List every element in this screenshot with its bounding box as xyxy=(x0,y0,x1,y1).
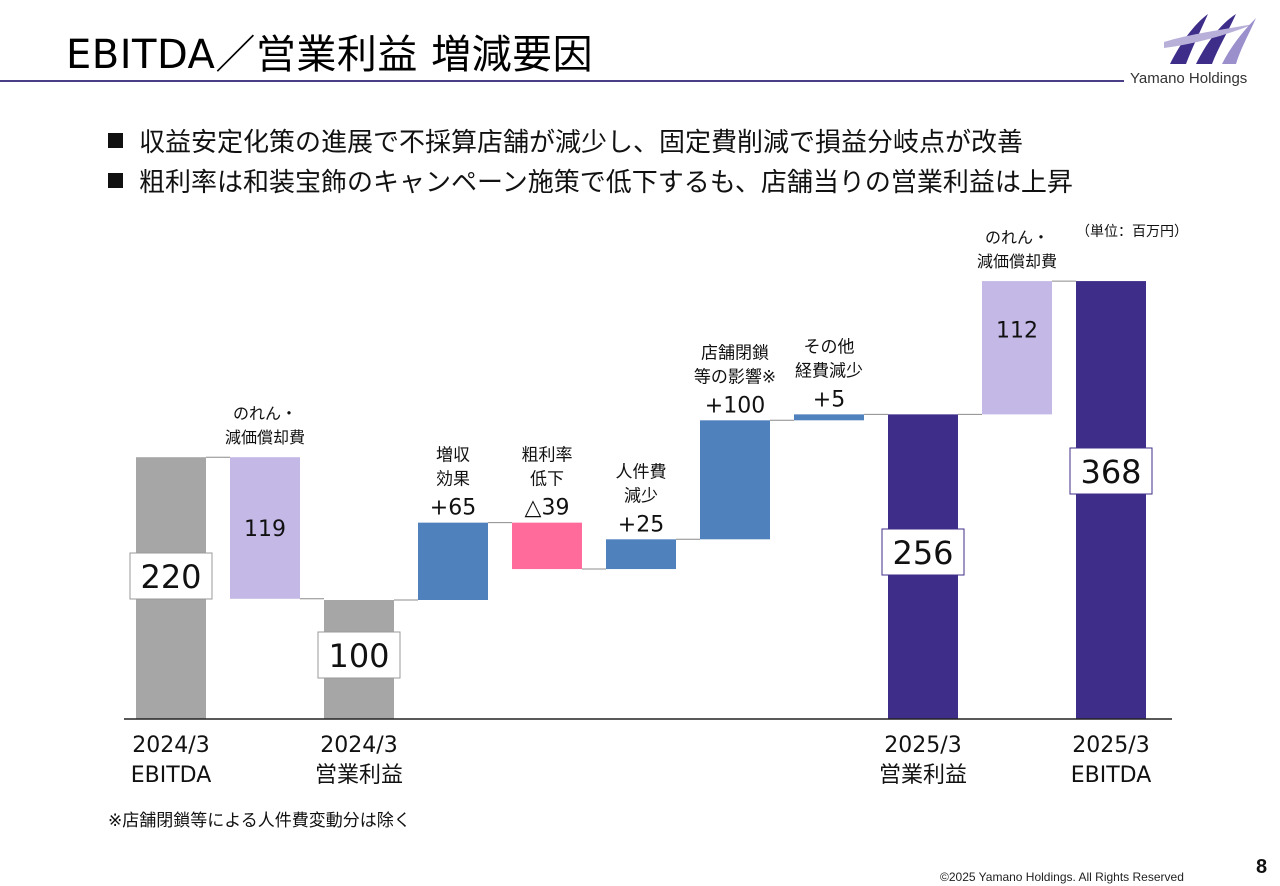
bar-annotation: 減少 xyxy=(624,486,658,506)
waterfall-bar xyxy=(512,522,582,570)
data-label: +5 xyxy=(813,387,845,412)
value-label-box xyxy=(129,552,213,600)
data-label: 220 xyxy=(140,558,201,596)
bar-annotation: 減価償却費 xyxy=(225,428,305,447)
bar-annotation: のれん・ xyxy=(985,228,1049,247)
axis-category-label: 2024/3 xyxy=(320,733,397,758)
data-label: +65 xyxy=(430,496,476,521)
axis-category-label: 2025/3 xyxy=(1072,733,1149,758)
axis-category-label: EBITDA xyxy=(131,763,212,788)
bar-annotation: その他 xyxy=(804,337,855,357)
data-label: 256 xyxy=(892,534,953,572)
value-label-box xyxy=(881,528,965,576)
bullet-square-icon xyxy=(108,132,123,148)
bar-annotation: 効果 xyxy=(436,470,470,490)
bar-annotation: 低下 xyxy=(530,470,564,490)
unit-label: （単位：百万円） xyxy=(1076,224,1188,240)
waterfall-bar xyxy=(794,414,864,421)
data-label: 119 xyxy=(244,517,286,542)
axis-category-label: 2024/3 xyxy=(132,733,209,758)
data-label: 368 xyxy=(1080,453,1141,491)
bar-annotation: 増収 xyxy=(436,446,470,466)
waterfall-chart: 2202024/3EBITDA119のれん・減価償却費1002024/3営業利益… xyxy=(124,228,1172,788)
bullet-square-icon xyxy=(108,172,123,188)
bar-annotation: のれん・ xyxy=(233,404,297,423)
data-label: △39 xyxy=(525,496,570,521)
bar-annotation: 店舗閉鎖 xyxy=(701,343,769,363)
bullet-item: 粗利率は和装宝飾のキャンペーン施策で低下するも、店舗当りの営業利益は上昇 xyxy=(108,160,1073,200)
waterfall-bar xyxy=(700,420,770,540)
data-label: 112 xyxy=(996,319,1038,344)
footnote: ※店舗閉鎖等による人件費変動分は除く xyxy=(108,811,411,831)
bullet-text: 粗利率は和装宝飾のキャンペーン施策で低下するも、店舗当りの営業利益は上昇 xyxy=(139,167,1073,198)
bullet-text: 収益安定化策の進展で不採算店舗が減少し、固定費削減で損益分岐点が改善 xyxy=(139,127,1024,158)
axis-category-label: 営業利益 xyxy=(315,763,403,788)
copyright: ©2025 Yamano Holdings. All Rights Reserv… xyxy=(940,870,1184,884)
bar-annotation: 経費減少 xyxy=(795,361,863,381)
title-divider xyxy=(0,80,1124,82)
waterfall-bar xyxy=(230,457,300,599)
waterfall-bar xyxy=(418,522,488,600)
axis-category-label: 2025/3 xyxy=(884,733,961,758)
data-label: 100 xyxy=(328,637,389,675)
bar-annotation: 粗利率 xyxy=(522,446,573,466)
bar-annotation: 人件費 xyxy=(616,462,667,482)
value-label-box xyxy=(317,631,401,679)
value-label-box xyxy=(1069,447,1153,495)
axis-category-label: 営業利益 xyxy=(879,763,967,788)
waterfall-bar xyxy=(606,539,676,570)
bullet-item: 収益安定化策の進展で不採算店舗が減少し、固定費削減で損益分岐点が改善 xyxy=(108,120,1073,160)
waterfall-bar xyxy=(1076,281,1146,719)
data-label: +25 xyxy=(618,512,664,537)
waterfall-bar xyxy=(982,281,1052,415)
bullet-list: 収益安定化策の進展で不採算店舗が減少し、固定費削減で損益分岐点が改善 粗利率は和… xyxy=(108,120,1073,200)
axis-category-label: EBITDA xyxy=(1071,763,1152,788)
data-label: +100 xyxy=(705,393,765,418)
bar-annotation: 減価償却費 xyxy=(977,252,1057,271)
bar-annotation: 等の影響※ xyxy=(694,367,776,387)
yamano-logo-icon xyxy=(1164,14,1256,64)
brand-name: Yamano Holdings xyxy=(1130,70,1248,87)
page-title: EBITDA／営業利益 増減要因 xyxy=(66,32,594,78)
page-number: 8 xyxy=(1256,856,1268,878)
